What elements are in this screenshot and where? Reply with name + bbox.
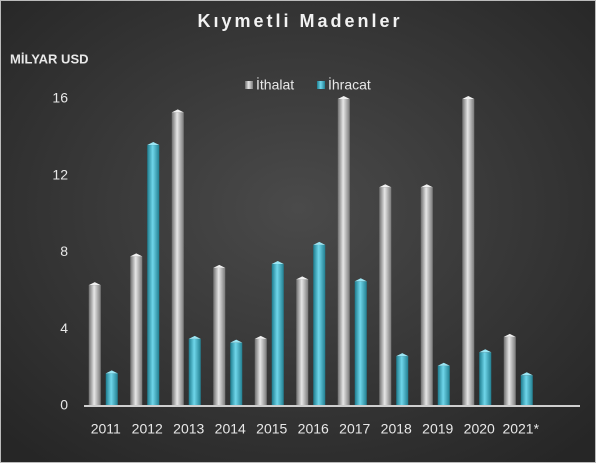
- bar: [437, 365, 450, 406]
- x-tick-label: 2021*: [502, 421, 539, 437]
- bar-cap: [337, 96, 350, 99]
- bar: [230, 342, 243, 406]
- x-tick-label: 2019: [422, 421, 453, 437]
- chart-title: Kıymetli Madenler: [197, 11, 402, 31]
- x-tick-label: 2018: [381, 421, 412, 437]
- x-tick-label: 2017: [339, 421, 370, 437]
- x-tick-label: 2013: [173, 421, 204, 437]
- bar-cap: [354, 278, 367, 282]
- bar: [88, 285, 101, 406]
- bar-cap: [420, 184, 433, 188]
- bar: [396, 356, 409, 406]
- bar: [271, 264, 284, 406]
- bar-cap: [296, 276, 309, 280]
- y-tick-label: 16: [52, 90, 68, 106]
- bar: [105, 373, 118, 406]
- bar-cap: [396, 353, 409, 357]
- legend-swatch: [317, 81, 325, 89]
- bar: [354, 281, 367, 406]
- x-tick-label: 2015: [256, 421, 287, 437]
- y-tick-label: 12: [52, 166, 68, 182]
- bar-cap: [271, 261, 284, 265]
- bar: [479, 352, 492, 406]
- bar-cap: [171, 109, 184, 113]
- x-tick-label: 2012: [132, 421, 163, 437]
- y-tick-label: 8: [60, 243, 68, 259]
- bar: [147, 145, 160, 407]
- bar: [171, 112, 184, 407]
- bar: [462, 99, 475, 406]
- legend-label: İhracat: [328, 76, 371, 93]
- bar-cap: [147, 142, 160, 146]
- bar-cap: [379, 184, 392, 188]
- x-tick-label: 2016: [298, 421, 329, 437]
- bar-cap: [254, 335, 267, 339]
- y-axis-label: MİLYAR USD: [10, 51, 89, 66]
- bar-cap: [130, 253, 143, 257]
- bar: [420, 187, 433, 406]
- bar-cap: [230, 339, 243, 343]
- bar-cap: [520, 372, 533, 376]
- bar: [337, 99, 350, 406]
- legend-swatch: [245, 81, 253, 89]
- bar: [503, 336, 516, 406]
- bar-cap: [188, 335, 201, 339]
- bar-cap: [313, 241, 326, 245]
- x-tick-label: 2011: [91, 421, 121, 437]
- bar: [188, 338, 201, 406]
- y-tick-label: 0: [60, 397, 68, 413]
- bar-cap: [479, 349, 492, 353]
- y-tick-label: 4: [60, 320, 68, 336]
- bar-cap: [105, 370, 118, 374]
- x-tick-label: 2020: [464, 421, 495, 437]
- bar-cap: [88, 282, 101, 286]
- bar-cap: [437, 362, 450, 366]
- bar: [379, 187, 392, 406]
- bar: [213, 267, 226, 406]
- bar: [254, 338, 267, 406]
- bar-cap: [213, 264, 226, 268]
- legend-label: İthalat: [256, 76, 294, 93]
- x-tick-label: 2014: [215, 421, 246, 437]
- bar-cap: [462, 96, 475, 99]
- bar: [313, 244, 326, 406]
- bar: [296, 279, 309, 406]
- bar: [520, 375, 533, 406]
- bar-cap: [503, 333, 516, 337]
- bar: [130, 256, 143, 406]
